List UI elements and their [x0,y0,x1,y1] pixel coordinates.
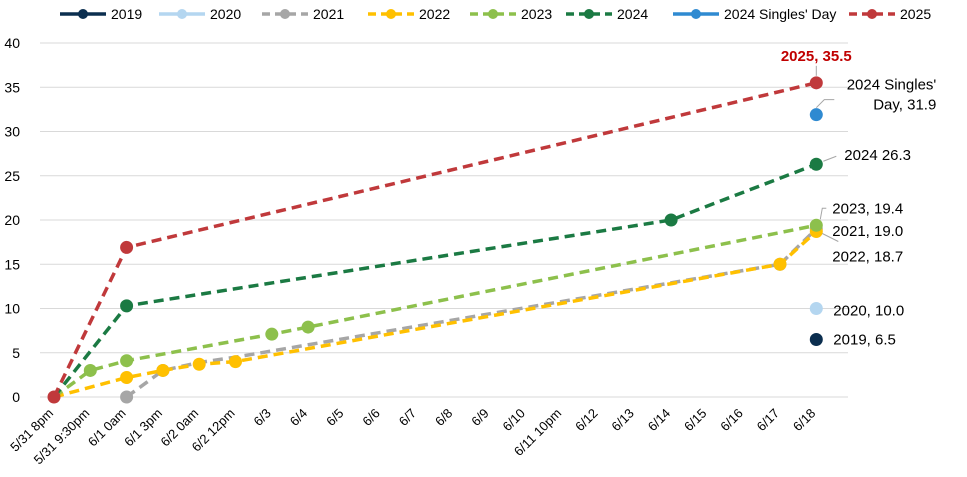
annotation-leader [815,99,835,109]
legend-swatch-marker [691,9,701,19]
data-point-2023 [809,218,823,232]
x-tick-label: 6/13 [608,406,637,435]
legend-item-2019: 2019 [60,6,142,22]
x-tick-label: 6/6 [359,406,382,429]
x-tick-label: 6/17 [754,406,783,435]
y-tick-label: 5 [12,345,20,361]
annotation-label-2022: 2022, 18.7 [832,249,903,266]
y-tick-label: 25 [4,168,20,184]
series-line-2021 [125,227,818,399]
x-tick-label: 6/8 [432,406,455,429]
annotation-label-2023: 2023, 19.4 [832,200,903,217]
data-point-2022 [156,363,170,377]
data-point-2024 [664,213,678,227]
legend-swatch-marker [584,9,594,19]
legend-swatch-marker [488,9,498,19]
data-point-2023 [301,320,315,334]
y-tick-label: 0 [12,389,20,405]
series-line-2023 [52,223,817,399]
annotation-label-2019: 2019, 6.5 [833,331,896,348]
x-tick-label: 6/5 [323,406,346,429]
legend-item-2023: 2023 [470,6,552,22]
legend-label: 2025 [900,6,931,22]
legend-item-2020: 2020 [159,6,241,22]
series-line-2025 [52,81,817,398]
data-point-2025 [809,76,823,90]
data-point-2022 [120,371,134,385]
x-tick-label: 6/15 [681,406,710,435]
y-tick-label: 10 [4,301,20,317]
data-point-2020 [809,302,823,315]
x-tick-label: 6/9 [468,406,491,429]
data-point-2024 [120,299,134,313]
series-lines [52,81,818,399]
data-point-2022 [773,257,787,271]
legend-label: 2024 Singles' Day [724,6,836,22]
legend-swatch-marker [177,9,187,19]
legend-swatch-marker [386,9,396,19]
data-point-2022 [192,357,206,371]
x-tick-label: 6/7 [396,406,419,429]
data-point-2023 [83,363,97,377]
legend-item-2024-singles-day: 2024 Singles' Day [673,6,836,22]
annotation-label-2021: 2021, 19.0 [832,223,903,240]
x-tick-label: 6/1 0am [85,406,129,450]
series-markers [47,76,823,404]
x-tick-label: 6/12 [572,406,601,435]
legend-label: 2024 [617,6,648,22]
y-tick-label: 20 [4,212,20,228]
legend-item-2021: 2021 [262,6,344,22]
legend-item-2022: 2022 [368,6,450,22]
annotation-label-2024-singles-day: 2024 Singles' [847,77,937,94]
x-tick-label: 6/1 3pm [121,406,165,450]
x-tick-label: 6/3 [251,406,274,429]
y-axis: 0 5 10 15 20 25 30 35 40 [4,35,20,405]
gridlines [40,42,848,398]
legend-swatch-marker [867,9,877,19]
legend-swatch-marker [78,9,88,19]
annotation-leader [822,233,839,242]
x-tick-label: 6/16 [717,406,746,435]
legend-label: 2019 [111,6,142,22]
annotation-label-2020: 2020, 10.0 [833,303,904,320]
series-line-2024 [52,162,817,399]
data-point-2025 [47,390,61,404]
data-annotations: 2025, 35.5 2024 Singles' Day, 31.9 2024 26.… [781,48,937,349]
legend-label: 2022 [419,6,450,22]
x-tick-label: 6/4 [287,406,310,429]
y-tick-label: 15 [4,256,20,272]
data-point-2022 [229,355,242,369]
legend-item-2025: 2025 [849,6,931,22]
data-point-2019 [809,332,823,346]
x-tick-label: 6/18 [790,406,819,435]
legend-swatch-marker [280,9,290,19]
legend: 2019 2020 2021 2022 2023 2024 2024 Singles' Da… [60,6,931,22]
y-tick-label: 35 [4,79,20,95]
data-point-2021 [120,390,134,404]
annotation-label-2024: 2024 26.3 [844,147,911,164]
x-tick-label: 6/10 [500,406,529,435]
y-tick-label: 30 [4,124,20,140]
annotation-leader [823,155,837,162]
annotation-label-2025: 2025, 35.5 [781,48,852,65]
annotation-leader [819,207,827,220]
data-point-2024-singles-day [809,108,823,122]
x-tick-label: 6/14 [645,406,674,435]
y-tick-label: 40 [4,35,20,51]
data-point-2023 [265,327,279,341]
data-point-2023 [120,354,134,368]
data-point-2024 [809,157,823,171]
data-point-2025 [120,240,134,254]
annotation-label-2024-singles-day: Day, 31.9 [873,97,936,114]
legend-label: 2023 [521,6,552,22]
legend-label: 2020 [210,6,241,22]
legend-label: 2021 [313,6,344,22]
legend-item-2024: 2024 [566,6,648,22]
